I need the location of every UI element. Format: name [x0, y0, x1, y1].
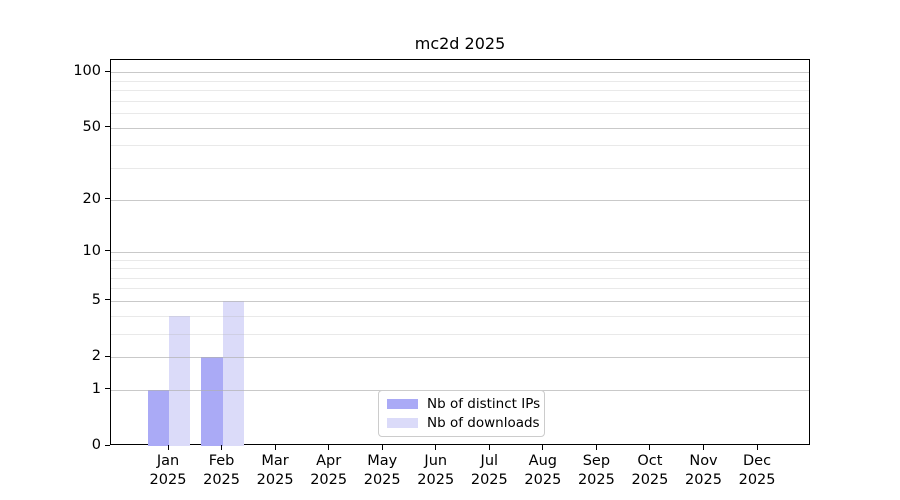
gridline-major: [111, 251, 809, 253]
x-axis-tick-label: Jun 2025: [417, 453, 455, 488]
gridline-minor: [111, 145, 809, 147]
y-axis-tick: [105, 126, 110, 128]
x-axis-tick-label: Sep 2025: [577, 453, 615, 488]
x-axis-tick-label: Dec 2025: [738, 453, 776, 488]
y-axis-tick: [105, 388, 110, 390]
x-axis-tick: [274, 445, 276, 450]
x-axis-tick: [542, 445, 544, 450]
legend-item: Nb of downloads: [387, 415, 544, 431]
gridline-major: [111, 300, 809, 302]
x-axis-tick: [221, 445, 223, 450]
x-axis-tick-label: Mar 2025: [256, 453, 294, 488]
legend-label: Nb of distinct IPs: [427, 396, 541, 412]
gridline-major: [111, 127, 809, 129]
gridline-minor: [111, 277, 809, 279]
x-axis-tick: [649, 445, 651, 450]
x-axis-tick: [328, 445, 330, 450]
y-axis-tick-label: 2: [91, 348, 101, 365]
chart-title: mc2d 2025: [414, 34, 506, 53]
y-axis-tick-label: 20: [82, 190, 101, 207]
x-axis-tick-label: Jan 2025: [149, 453, 187, 488]
gridline-major: [111, 357, 809, 359]
x-axis-tick-label: May 2025: [363, 453, 401, 488]
x-axis-tick-label: Apr 2025: [310, 453, 348, 488]
y-axis-tick: [105, 355, 110, 357]
plot-area: [110, 59, 810, 446]
x-axis-tick: [595, 445, 597, 450]
gridline-minor: [111, 113, 809, 115]
y-axis-tick: [105, 198, 110, 200]
gridline-major: [111, 72, 809, 74]
gridline-minor: [111, 90, 809, 92]
legend-label: Nb of downloads: [427, 415, 540, 431]
gridline-minor: [111, 333, 809, 335]
x-axis-tick: [488, 445, 490, 450]
x-axis-tick-label: Jul 2025: [470, 453, 508, 488]
legend-item: Nb of distinct IPs: [387, 396, 544, 412]
x-axis-tick-label: Nov 2025: [685, 453, 722, 488]
x-axis-tick: [756, 445, 758, 450]
y-axis-tick-label: 5: [91, 291, 101, 308]
x-axis-tick: [167, 445, 169, 450]
y-axis-tick-label: 50: [82, 118, 101, 135]
bar-ips: [201, 357, 223, 446]
x-axis-tick: [703, 445, 704, 450]
y-axis-tick-label: 0: [91, 437, 101, 453]
y-axis-tick: [105, 250, 110, 252]
gridline-major: [111, 199, 809, 201]
y-axis-tick: [105, 70, 110, 72]
gridline-minor: [111, 259, 809, 261]
y-axis-tick-label: 100: [73, 63, 101, 80]
legend: Nb of distinct IPs Nb of downloads: [378, 390, 545, 437]
y-axis-tick: [105, 299, 110, 301]
x-axis-tick-label: Oct 2025: [631, 453, 669, 488]
bar-ips: [147, 389, 169, 446]
bar-downloads: [169, 315, 191, 446]
y-axis-tick: [105, 444, 110, 446]
x-axis-tick-label: Feb 2025: [203, 453, 240, 488]
gridline-minor: [111, 100, 809, 102]
gridline-minor: [111, 168, 809, 170]
gridline-minor: [111, 288, 809, 290]
bar-downloads: [222, 300, 244, 446]
gridline-minor: [111, 315, 809, 317]
x-axis-tick-label: Aug 2025: [524, 453, 562, 488]
legend-swatch-ips: [387, 399, 418, 409]
gridline-minor: [111, 268, 809, 270]
legend-swatch-downloads: [387, 418, 418, 428]
gridline-minor: [111, 80, 809, 82]
y-axis-tick-label: 10: [82, 242, 101, 259]
x-axis-tick: [381, 445, 383, 450]
y-axis-tick-label: 1: [91, 380, 101, 397]
x-axis-tick: [435, 445, 437, 450]
